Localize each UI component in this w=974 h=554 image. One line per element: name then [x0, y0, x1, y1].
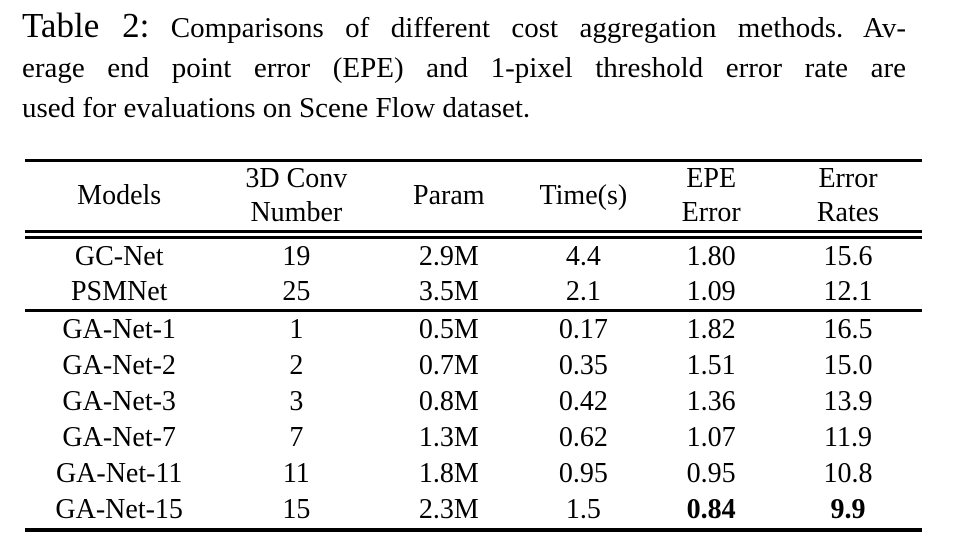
table-row-gc-net: GC-Net 19 2.9M 4.4 1.80 15.6 [25, 235, 922, 275]
cell-param: 0.8M [418, 386, 479, 417]
cell-epe: 1.51 [686, 350, 736, 381]
cell-err: 10.8 [823, 458, 873, 489]
cell-model: GA-Net-3 [62, 386, 176, 417]
table-caption: Table 2: Comparisons of different cost a… [22, 6, 906, 128]
caption-line-1-text: Comparisons of different cost aggregatio… [170, 12, 907, 44]
cell-time: 2.1 [565, 275, 601, 307]
table-row-ga-net-3: GA-Net-3 3 0.8M 0.42 1.36 13.9 [25, 384, 922, 420]
cell-epe-best: 0.84 [686, 494, 736, 525]
cell-time: 0.62 [558, 422, 608, 453]
table-row-ga-net-11: GA-Net-11 11 1.8M 0.95 0.95 10.8 [25, 456, 922, 492]
cell-epe: 1.82 [686, 314, 736, 345]
cell-time: 0.95 [558, 458, 608, 489]
cell-err-best: 9.9 [830, 494, 866, 525]
table-row-ga-net-2: GA-Net-2 2 0.7M 0.35 1.51 15.0 [25, 348, 922, 384]
cell-err: 13.9 [823, 386, 873, 417]
cell-param: 2.3M [418, 494, 479, 525]
baseline-models-group: GC-Net 19 2.9M 4.4 1.80 15.6 PSMNet 25 3… [25, 235, 922, 311]
cell-param: 1.8M [418, 458, 479, 489]
cell-param: 0.5M [418, 314, 479, 345]
cell-conv: 15 [282, 494, 311, 525]
cell-time: 0.35 [558, 350, 608, 381]
table-header: Models 3D Conv Number Param Time(s) EPE [25, 161, 922, 235]
cell-epe: 1.07 [686, 422, 736, 453]
caption-line-2: erage end point error (EPE) and 1-pixel … [22, 52, 906, 84]
cell-epe: 1.36 [686, 386, 736, 417]
cell-model: GA-Net-11 [55, 458, 183, 489]
cell-err: 15.0 [823, 350, 873, 381]
cell-epe: 1.80 [686, 240, 736, 272]
header-time: Time(s) [539, 180, 628, 211]
cell-err: 16.5 [823, 314, 873, 345]
cell-conv: 11 [282, 458, 310, 489]
ganet-models-group: GA-Net-1 1 0.5M 0.17 1.82 16.5 GA-Net-2 … [25, 311, 922, 530]
cell-param: 3.5M [418, 275, 479, 307]
cell-time: 0.17 [558, 314, 608, 345]
cell-model: GA-Net-1 [62, 314, 176, 345]
cell-conv: 19 [282, 240, 311, 272]
header-error-rates: Error Rates [816, 163, 880, 228]
header-param: Param [413, 180, 485, 211]
caption-label: Table 2: [22, 6, 150, 45]
cell-err: 11.9 [824, 422, 872, 453]
table-row-psmnet: PSMNet 25 3.5M 2.1 1.09 12.1 [25, 274, 922, 311]
cell-conv: 1 [289, 314, 304, 345]
results-table: Models 3D Conv Number Param Time(s) EPE [25, 159, 922, 532]
caption-line-3: used for evaluations on Scene Flow datas… [22, 92, 531, 124]
cell-epe: 0.95 [686, 458, 736, 489]
header-models: Models [77, 180, 162, 211]
cell-conv: 3 [289, 386, 304, 417]
cell-time: 0.42 [558, 386, 608, 417]
cell-model: GA-Net-2 [62, 350, 176, 381]
table-row-ga-net-7: GA-Net-7 7 1.3M 0.62 1.07 11.9 [25, 420, 922, 456]
cell-model: GC-Net [74, 240, 164, 272]
cell-time: 4.4 [565, 240, 601, 272]
cell-conv: 7 [289, 422, 304, 453]
cell-conv: 25 [282, 275, 311, 307]
cell-err: 12.1 [823, 275, 873, 307]
table-header-row: Models 3D Conv Number Param Time(s) EPE [25, 161, 922, 235]
cell-model: PSMNet [70, 275, 168, 307]
header-epe-error: EPE Error [681, 163, 741, 228]
header-3d-conv-number: 3D Conv Number [245, 163, 348, 228]
cell-err: 15.6 [823, 240, 873, 272]
cell-param: 1.3M [418, 422, 479, 453]
cell-param: 0.7M [418, 350, 479, 381]
cell-model: GA-Net-15 [55, 494, 183, 525]
cell-model: GA-Net-7 [62, 422, 176, 453]
cell-time: 1.5 [565, 494, 601, 525]
table-row-ga-net-15: GA-Net-15 15 2.3M 1.5 0.84 9.9 [25, 492, 922, 530]
cell-epe: 1.09 [686, 275, 736, 307]
cell-conv: 2 [289, 350, 304, 381]
caption-line-1: Table 2: Comparisons of different cost a… [22, 6, 906, 48]
cell-param: 2.9M [418, 240, 479, 272]
table-row-ga-net-1: GA-Net-1 1 0.5M 0.17 1.82 16.5 [25, 311, 922, 349]
